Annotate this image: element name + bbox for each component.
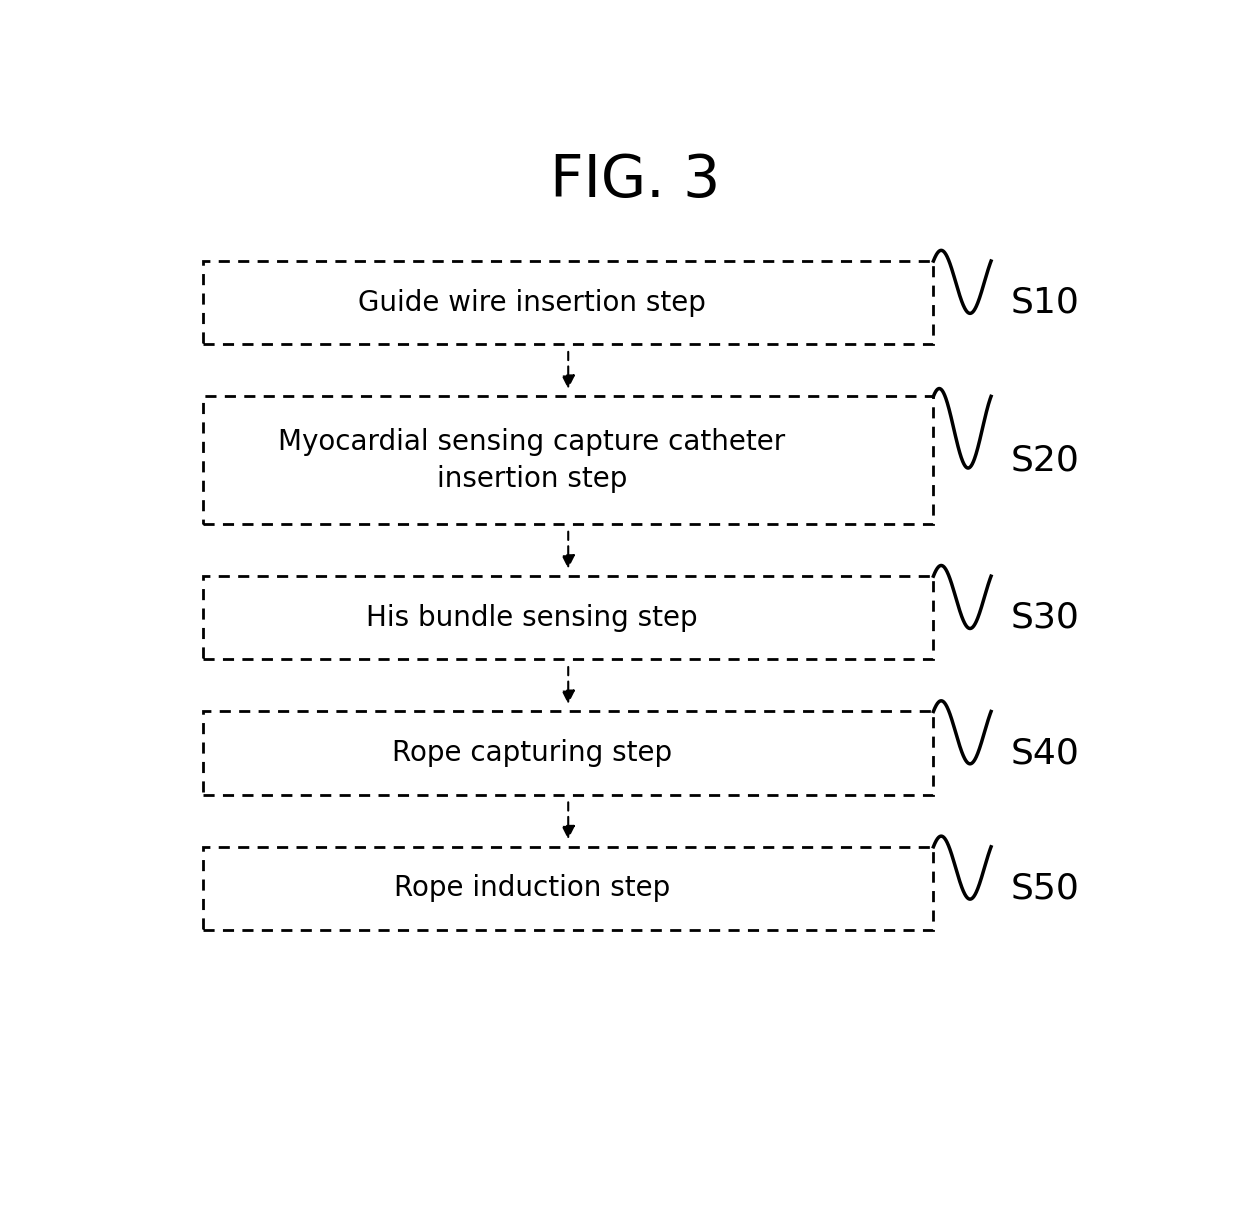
Text: Rope induction step: Rope induction step (393, 875, 670, 902)
FancyBboxPatch shape (203, 576, 934, 660)
FancyBboxPatch shape (203, 261, 934, 344)
Text: S30: S30 (1011, 601, 1079, 635)
Text: FIG. 3: FIG. 3 (551, 152, 720, 209)
Text: Myocardial sensing capture catheter
insertion step: Myocardial sensing capture catheter inse… (278, 428, 785, 493)
Text: S10: S10 (1011, 285, 1079, 320)
Text: His bundle sensing step: His bundle sensing step (366, 603, 698, 632)
FancyBboxPatch shape (203, 397, 934, 524)
Text: S50: S50 (1011, 871, 1079, 906)
Text: S20: S20 (1011, 444, 1079, 477)
Text: Guide wire insertion step: Guide wire insertion step (358, 289, 706, 317)
FancyBboxPatch shape (203, 847, 934, 930)
Text: S40: S40 (1011, 736, 1079, 771)
Text: Rope capturing step: Rope capturing step (392, 739, 672, 767)
FancyBboxPatch shape (203, 712, 934, 795)
